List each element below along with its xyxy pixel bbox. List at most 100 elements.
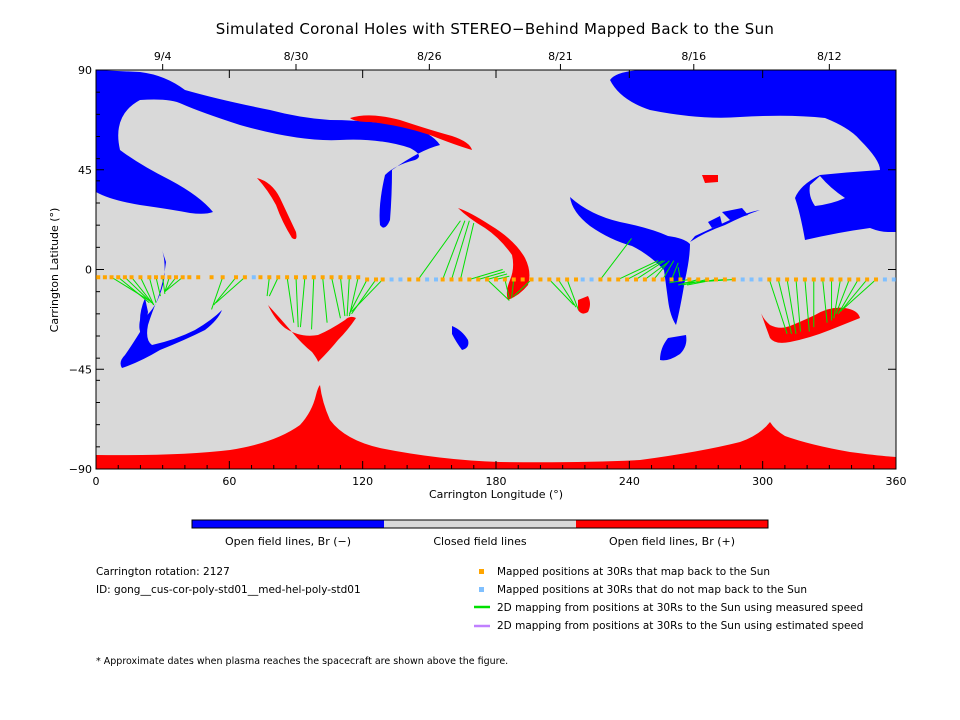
mapping-line [478,271,506,280]
mapped-point [838,277,843,282]
mapped-point [829,277,834,282]
mapped-point [109,275,114,280]
mapped-point [102,275,107,280]
unmapped-point [891,277,896,282]
open-positive-regions [96,115,896,469]
mapping-line [148,277,157,303]
mapped-point [476,277,481,282]
unmapped-point [882,277,887,282]
mapping-line [644,262,668,280]
small-patch-300 [722,208,748,220]
mapped-point [776,277,781,282]
mapped-point [494,277,498,282]
colorbar-label-negative: Open field lines, Br (−) [225,535,351,548]
mapping-line [348,279,368,315]
north-patch-right [809,176,845,206]
mapping-line [139,277,155,306]
mapped-point [147,275,152,280]
mapped-point [565,277,570,282]
mapped-point [285,275,290,280]
y-tick-label: 0 [85,264,92,277]
mapped-point [598,277,603,282]
mapping-line [322,277,328,323]
mapping-line [442,220,466,280]
mapped-point [338,275,343,280]
mapping-line [635,260,666,280]
mapped-point [642,277,647,282]
mapping-line [124,276,152,304]
mapped-point [129,275,134,280]
mapped-point [196,275,201,280]
mapped-point [794,277,798,282]
small-hole-lon258 [660,335,687,361]
legend-label-estimated: 2D mapping from positions at 30Rs to the… [497,620,864,632]
mapped-point [520,277,525,282]
mapping-line [840,279,868,312]
mapping-line [117,276,150,304]
mapping-line [311,277,315,330]
mapped-point [696,277,701,282]
date-tick-label: 8/16 [681,50,706,63]
mapping-line [213,276,237,306]
mapped-point [258,275,263,280]
mapping-line [215,276,246,304]
mapped-point [440,277,445,282]
y-tick-label: 90 [78,64,92,77]
legend-label-unmapped: Mapped positions at 30Rs that do not map… [497,584,808,596]
mapped-point [374,277,378,282]
mapping-line [469,269,503,280]
legend-mapped-square [479,569,484,574]
mapped-point [167,275,172,280]
mapped-point [356,275,361,280]
central-hole-lon185 [458,208,530,300]
mapping-line [662,260,675,280]
axis-tick-labels: 0 60 120 180 240 300 360 90 45 0 −45 −90 9/4 8/30 8/26… [69,50,907,488]
mapped-point [634,277,638,282]
mapped-point [220,275,225,280]
mapped-point [320,275,325,280]
unmapped-point [389,277,394,282]
small-hole-lon210 [578,296,590,314]
mapped-point [556,277,561,282]
mapping-line [339,277,346,317]
mapped-point [329,275,334,280]
unmapped-point [758,277,763,282]
north-polar-hole-left [96,70,440,228]
mapped-point [802,277,807,282]
mapped-point [302,275,307,280]
mapping-line [331,277,341,319]
south-hole-lon310 [760,307,860,343]
mapped-point [407,277,412,282]
mapped-point [607,277,612,282]
mapped-point [574,277,578,282]
unmapped-point [749,277,754,282]
y-tick-label: −45 [69,363,92,376]
mapped-point [365,277,370,282]
colorbar-label-closed: Closed field lines [433,535,527,548]
mapped-point [856,277,861,282]
mapped-point [180,275,185,280]
mapped-point [458,277,463,282]
mapping-line [162,277,166,294]
footnote: * Approximate dates when plasma reaches … [96,656,509,667]
colorbar-frame [191,519,769,529]
south-hole-lon25 [120,250,222,368]
mapped-point [116,275,121,280]
mapped-point [449,277,454,282]
mapping-line [486,273,508,280]
mapped-point [874,277,878,282]
mapped-point [187,275,192,280]
mapping-line [671,262,679,280]
mapped-point [234,275,238,280]
unmapped-point [398,277,403,282]
mapping-line [211,277,224,310]
mapped-point [714,277,718,282]
unmapped-point [425,277,430,282]
colorbar-closed [384,520,576,528]
date-tick-label: 8/21 [548,50,573,63]
mapped-point [616,277,621,282]
legend-label-measured: 2D mapping from positions at 30Rs to the… [497,602,864,614]
mapping-line [822,279,828,323]
mapped-point [785,277,790,282]
